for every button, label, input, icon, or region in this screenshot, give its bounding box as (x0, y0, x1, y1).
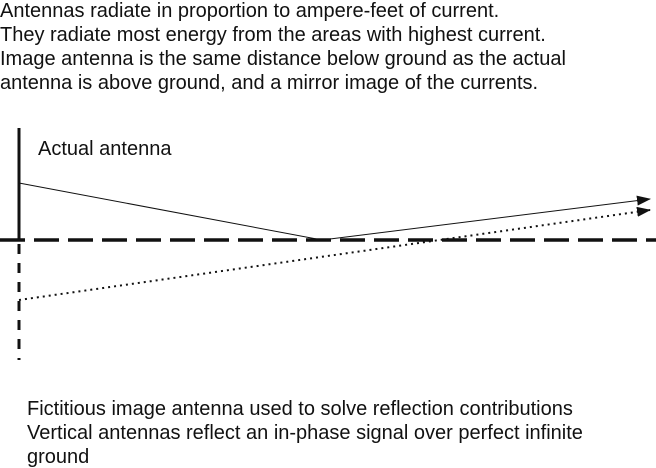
caption-line: ground (27, 446, 89, 468)
caption-line: Fictitious image antenna used to solve r… (27, 398, 573, 420)
intro-line: Antennas radiate in proportion to ampere… (0, 0, 499, 22)
intro-line: Image antenna is the same distance below… (0, 48, 566, 70)
antenna-label: Actual antenna (38, 138, 172, 160)
intro-line: They radiate most energy from the areas … (0, 24, 546, 46)
intro-line: antenna is above ground, and a mirror im… (0, 72, 538, 94)
reflected-ray (18, 182, 651, 241)
image-ray (18, 206, 651, 301)
caption-line: Vertical antennas reflect an in-phase si… (27, 422, 583, 444)
